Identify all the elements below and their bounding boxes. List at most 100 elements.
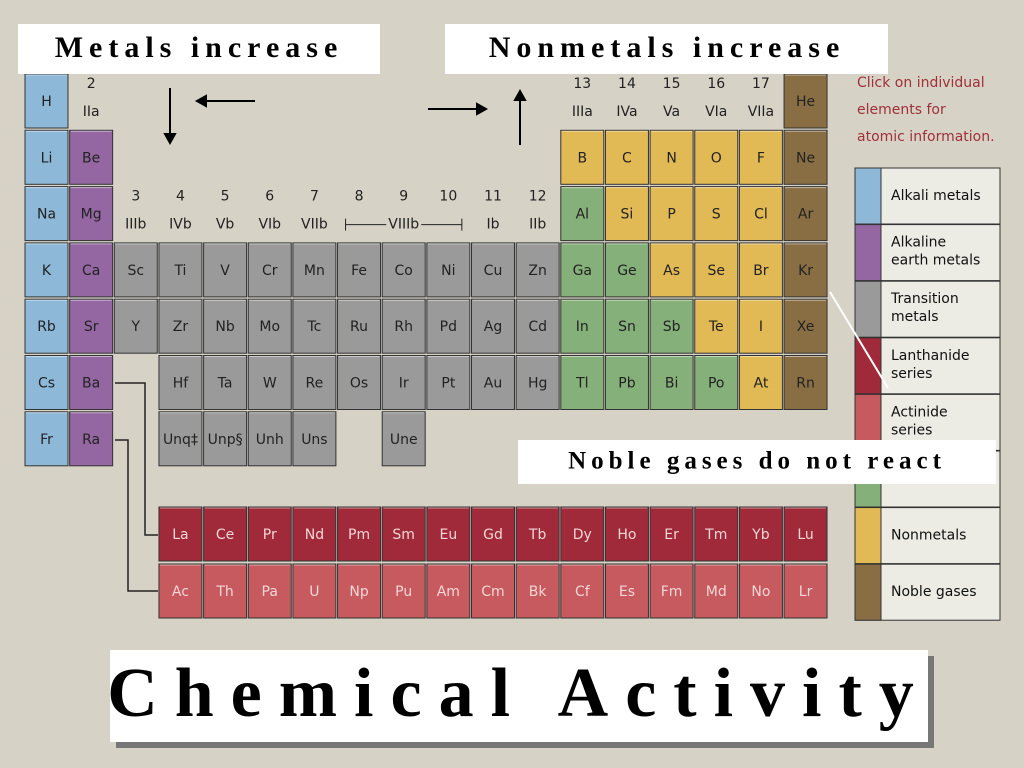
- element-cell[interactable]: Mg: [69, 186, 114, 242]
- element-cell[interactable]: Fm: [649, 563, 694, 619]
- element-cell[interactable]: Xe: [783, 298, 828, 354]
- element-cell[interactable]: Cr: [247, 242, 292, 298]
- element-cell[interactable]: At: [738, 355, 783, 410]
- element-cell[interactable]: Ir: [381, 355, 426, 410]
- element-cell[interactable]: I: [738, 298, 783, 354]
- element-cell[interactable]: Tb: [515, 506, 560, 562]
- element-cell[interactable]: H: [24, 73, 69, 129]
- element-cell[interactable]: F: [738, 129, 783, 185]
- element-cell[interactable]: Lr: [783, 563, 828, 619]
- element-cell[interactable]: In: [560, 298, 605, 354]
- element-cell[interactable]: Re: [292, 355, 337, 410]
- element-cell[interactable]: P: [649, 186, 694, 242]
- element-cell[interactable]: Sb: [649, 298, 694, 354]
- element-cell[interactable]: As: [649, 242, 694, 298]
- element-cell[interactable]: Ca: [69, 242, 114, 298]
- element-cell[interactable]: Os: [337, 355, 382, 410]
- element-cell[interactable]: Ce: [203, 506, 248, 562]
- element-cell[interactable]: Ti: [158, 242, 203, 298]
- element-cell[interactable]: Te: [694, 298, 739, 354]
- element-cell[interactable]: Fr: [24, 411, 69, 467]
- element-cell[interactable]: Rh: [381, 298, 426, 354]
- element-cell[interactable]: Ge: [604, 242, 649, 298]
- element-cell[interactable]: Rn: [783, 355, 828, 410]
- element-cell[interactable]: Sm: [381, 506, 426, 562]
- element-cell[interactable]: Er: [649, 506, 694, 562]
- element-cell[interactable]: Mo: [247, 298, 292, 354]
- element-cell[interactable]: Rb: [24, 298, 69, 354]
- element-cell[interactable]: O: [694, 129, 739, 185]
- element-cell[interactable]: Ar: [783, 186, 828, 242]
- element-cell[interactable]: Si: [604, 186, 649, 242]
- element-cell[interactable]: Une: [381, 411, 426, 467]
- element-cell[interactable]: U: [292, 563, 337, 619]
- element-cell[interactable]: N: [649, 129, 694, 185]
- element-cell[interactable]: Pm: [337, 506, 382, 562]
- element-cell[interactable]: Pu: [381, 563, 426, 619]
- element-cell[interactable]: Ru: [337, 298, 382, 354]
- element-cell[interactable]: C: [604, 129, 649, 185]
- element-cell[interactable]: Cu: [471, 242, 515, 298]
- element-cell[interactable]: W: [247, 355, 292, 410]
- element-cell[interactable]: Lu: [783, 506, 828, 562]
- element-cell[interactable]: Md: [694, 563, 739, 619]
- element-cell[interactable]: Unp§: [203, 411, 248, 467]
- element-cell[interactable]: S: [694, 186, 739, 242]
- element-cell[interactable]: Unq‡: [158, 411, 203, 467]
- element-cell[interactable]: Au: [471, 355, 515, 410]
- element-cell[interactable]: Ta: [203, 355, 248, 410]
- element-cell[interactable]: Cs: [24, 355, 69, 410]
- element-cell[interactable]: Sr: [69, 298, 114, 354]
- element-cell[interactable]: Pr: [247, 506, 292, 562]
- element-cell[interactable]: Ni: [426, 242, 471, 298]
- element-cell[interactable]: Pb: [604, 355, 649, 410]
- element-cell[interactable]: Cd: [515, 298, 560, 354]
- element-cell[interactable]: Dy: [560, 506, 605, 562]
- element-cell[interactable]: Ag: [471, 298, 515, 354]
- element-cell[interactable]: Yb: [738, 506, 783, 562]
- element-cell[interactable]: Kr: [783, 242, 828, 298]
- element-cell[interactable]: Tm: [694, 506, 739, 562]
- element-cell[interactable]: Hf: [158, 355, 203, 410]
- element-cell[interactable]: Ga: [560, 242, 605, 298]
- element-cell[interactable]: Cm: [471, 563, 515, 619]
- element-cell[interactable]: Hg: [515, 355, 560, 410]
- element-cell[interactable]: La: [158, 506, 203, 562]
- element-cell[interactable]: Mn: [292, 242, 337, 298]
- element-cell[interactable]: Cl: [738, 186, 783, 242]
- element-cell[interactable]: Nb: [203, 298, 248, 354]
- element-cell[interactable]: Li: [24, 129, 69, 185]
- element-cell[interactable]: Co: [381, 242, 426, 298]
- element-cell[interactable]: Nd: [292, 506, 337, 562]
- element-cell[interactable]: Bk: [515, 563, 560, 619]
- element-cell[interactable]: Bi: [649, 355, 694, 410]
- element-cell[interactable]: Sc: [113, 242, 158, 298]
- element-cell[interactable]: Ba: [69, 355, 114, 410]
- element-cell[interactable]: V: [203, 242, 248, 298]
- element-cell[interactable]: Pd: [426, 298, 471, 354]
- element-cell[interactable]: Zn: [515, 242, 560, 298]
- element-cell[interactable]: He: [783, 73, 828, 129]
- element-cell[interactable]: Pa: [247, 563, 292, 619]
- element-cell[interactable]: Br: [738, 242, 783, 298]
- element-cell[interactable]: Cf: [560, 563, 605, 619]
- element-cell[interactable]: Po: [694, 355, 739, 410]
- element-cell[interactable]: Es: [604, 563, 649, 619]
- element-cell[interactable]: Y: [113, 298, 158, 354]
- element-cell[interactable]: No: [738, 563, 783, 619]
- element-cell[interactable]: Gd: [471, 506, 515, 562]
- element-cell[interactable]: Unh: [247, 411, 292, 467]
- element-cell[interactable]: Ne: [783, 129, 828, 185]
- element-cell[interactable]: Np: [337, 563, 382, 619]
- element-cell[interactable]: Be: [69, 129, 114, 185]
- element-cell[interactable]: Tl: [560, 355, 605, 410]
- element-cell[interactable]: Ho: [604, 506, 649, 562]
- element-cell[interactable]: Ac: [158, 563, 203, 619]
- element-cell[interactable]: Sn: [604, 298, 649, 354]
- element-cell[interactable]: B: [560, 129, 605, 185]
- element-cell[interactable]: Se: [694, 242, 739, 298]
- element-cell[interactable]: Tc: [292, 298, 337, 354]
- element-cell[interactable]: Al: [560, 186, 605, 242]
- element-cell[interactable]: K: [24, 242, 69, 298]
- element-cell[interactable]: Am: [426, 563, 471, 619]
